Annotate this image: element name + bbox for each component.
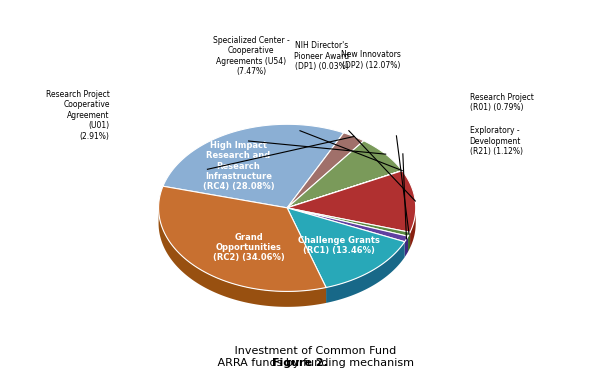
Text: New Innovators
(DP2) (12.07%): New Innovators (DP2) (12.07%) (341, 50, 401, 70)
Text: Exploratory -
Development
(R21) (1.12%): Exploratory - Development (R21) (1.12%) (470, 126, 523, 156)
Text: Specialized Center -
Cooperative
Agreements (U54)
(7.47%): Specialized Center - Cooperative Agreeme… (213, 36, 290, 76)
Polygon shape (287, 133, 364, 208)
Polygon shape (287, 171, 402, 208)
Text: Research Project
(R01) (0.79%): Research Project (R01) (0.79%) (470, 93, 533, 112)
Polygon shape (287, 208, 408, 242)
Polygon shape (287, 141, 402, 208)
Polygon shape (287, 208, 404, 288)
Text: Challenge Grants
(RC1) (13.46%): Challenge Grants (RC1) (13.46%) (298, 236, 380, 255)
Polygon shape (158, 209, 326, 307)
Polygon shape (408, 232, 410, 252)
Polygon shape (158, 186, 326, 291)
Polygon shape (287, 171, 416, 232)
Text: Research Project
Cooperative
Agreement
(U01)
(2.91%): Research Project Cooperative Agreement (… (46, 90, 110, 141)
Text: Investment of Common Fund
         ARRA funds by funding mechanism: Investment of Common Fund ARRA funds by … (186, 346, 414, 368)
Polygon shape (410, 208, 416, 248)
Text: High Impact
Research and
Research
Infrastructure
(RC4) (28.08%): High Impact Research and Research Infras… (203, 141, 274, 191)
Polygon shape (326, 242, 404, 303)
Polygon shape (163, 124, 344, 208)
Text: Grand
Opportunities
(RC2) (34.06%): Grand Opportunities (RC2) (34.06%) (213, 232, 284, 262)
Polygon shape (404, 236, 408, 257)
Text: NIH Director's
Pioneer Award
(DP1) (0.03%): NIH Director's Pioneer Award (DP1) (0.03… (294, 41, 349, 71)
Polygon shape (287, 208, 410, 236)
Text: Figure 2.: Figure 2. (272, 357, 328, 368)
